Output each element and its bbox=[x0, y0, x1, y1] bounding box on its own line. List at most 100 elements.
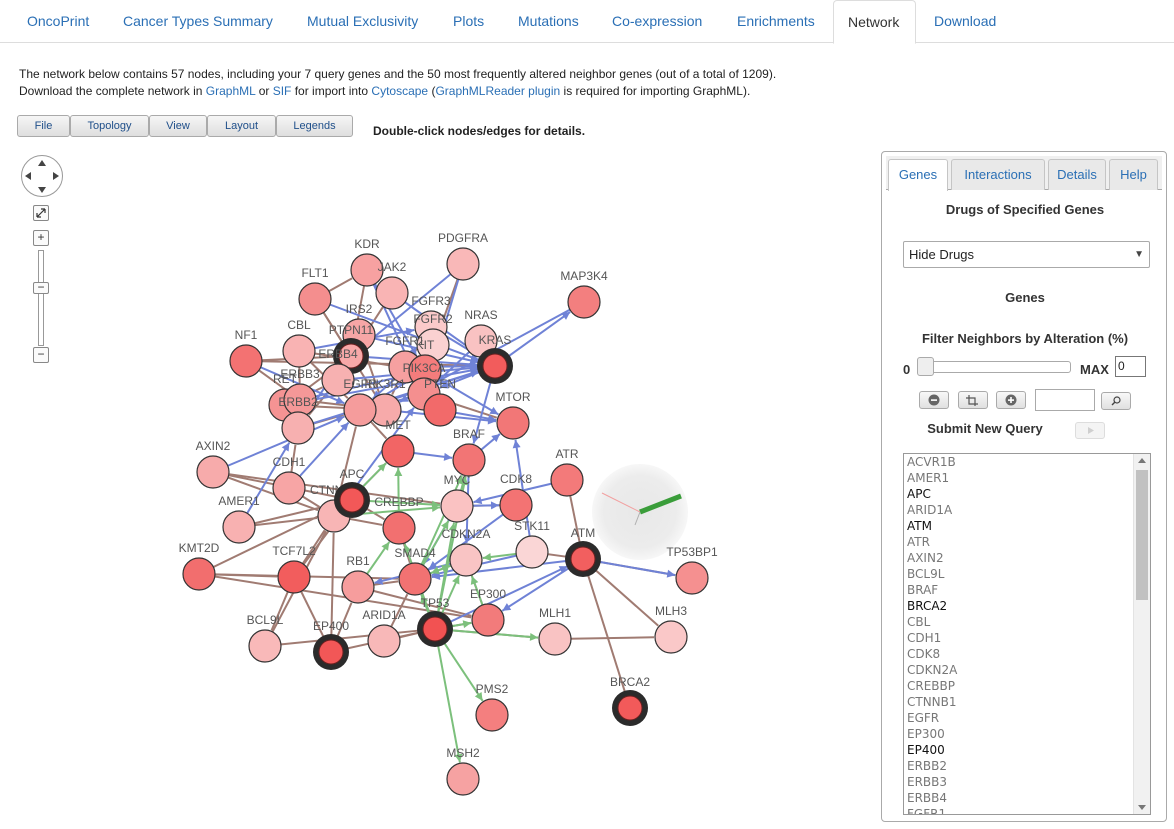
gene-node-circle[interactable] bbox=[282, 334, 316, 368]
gene-node-pik3r1[interactable]: PIK3R1 bbox=[364, 377, 406, 427]
crop-button[interactable] bbox=[958, 391, 988, 409]
gene-search-input[interactable] bbox=[1035, 389, 1095, 411]
state-change-edge[interactable] bbox=[431, 558, 584, 578]
gene-node-kras[interactable]: KRAS bbox=[477, 333, 513, 384]
gene-node-brca2[interactable]: BRCA2 bbox=[610, 675, 650, 726]
gene-node-jak2[interactable]: JAK2 bbox=[375, 260, 409, 310]
gene-node-bcl9l[interactable]: BCL9L bbox=[247, 613, 284, 663]
graphmlreader-plugin-link[interactable]: GraphMLReader plugin bbox=[435, 84, 561, 98]
expression-edge[interactable] bbox=[434, 628, 461, 763]
tab-interactions[interactable]: Interactions bbox=[951, 159, 1045, 190]
zoom-out-button[interactable]: − bbox=[33, 347, 49, 363]
gene-list[interactable]: ACVR1B AMER1 APC ARID1A ATM ATR AXIN2 BCL9L BRAF… bbox=[903, 453, 1151, 815]
gene-node-circle[interactable] bbox=[475, 698, 509, 732]
pan-down-icon[interactable] bbox=[38, 187, 46, 193]
gene-node-circle[interactable] bbox=[446, 762, 480, 796]
gene-list-item[interactable]: ERBB2 bbox=[907, 759, 948, 773]
gene-node-circle[interactable] bbox=[567, 285, 601, 319]
gene-node-nf1[interactable]: NF1 bbox=[229, 328, 263, 378]
gene-node-kdr[interactable]: KDR bbox=[350, 237, 384, 287]
gene-node-ep300[interactable]: EP300 bbox=[470, 587, 506, 637]
gene-node-mtor[interactable]: MTOR bbox=[495, 390, 531, 440]
gene-list-item[interactable]: CDH1 bbox=[907, 631, 942, 645]
gene-node-myc[interactable]: MYC bbox=[440, 473, 474, 523]
gene-node-atr[interactable]: ATR bbox=[550, 447, 584, 497]
gene-node-circle[interactable] bbox=[654, 620, 688, 654]
gene-node-circle[interactable] bbox=[277, 560, 311, 594]
interaction-edge[interactable] bbox=[198, 506, 338, 575]
gene-node-amer1[interactable]: AMER1 bbox=[218, 494, 260, 544]
zoom-slider[interactable] bbox=[38, 250, 44, 346]
gene-node-circle[interactable] bbox=[229, 344, 263, 378]
pan-control[interactable] bbox=[21, 155, 63, 197]
tab-download[interactable]: Download bbox=[934, 13, 997, 29]
pan-left-icon[interactable] bbox=[25, 172, 31, 180]
state-change-edge[interactable] bbox=[212, 415, 345, 473]
gene-list-item[interactable]: EP300 bbox=[907, 727, 945, 741]
gene-list-item[interactable]: ACVR1B bbox=[907, 455, 956, 469]
gene-node-circle[interactable] bbox=[471, 603, 505, 637]
interaction-edge[interactable] bbox=[212, 471, 319, 512]
gene-node-cdk8[interactable]: CDK8 bbox=[499, 472, 533, 522]
gene-list-item[interactable]: CDK8 bbox=[907, 647, 941, 661]
gene-node-circle[interactable] bbox=[321, 363, 355, 397]
gene-node-circle[interactable] bbox=[496, 406, 530, 440]
search-button[interactable] bbox=[1101, 392, 1131, 410]
gene-node-circle[interactable] bbox=[617, 695, 643, 721]
gene-node-circle[interactable] bbox=[381, 434, 415, 468]
submit-query-button[interactable] bbox=[1075, 422, 1105, 439]
interaction-edge[interactable] bbox=[357, 586, 472, 617]
gene-node-mlh1[interactable]: MLH1 bbox=[538, 606, 572, 656]
pan-up-icon[interactable] bbox=[38, 160, 46, 166]
gene-node-circle[interactable] bbox=[375, 276, 409, 310]
gene-node-erbb4[interactable]: ERBB4 bbox=[318, 347, 358, 397]
gene-node-flt1[interactable]: FLT1 bbox=[298, 266, 332, 316]
gene-node-erbb3[interactable]: ERBB3 bbox=[280, 367, 320, 417]
max-alteration-input[interactable]: 0 bbox=[1115, 356, 1146, 377]
gene-list-item[interactable]: ERBB3 bbox=[907, 775, 948, 789]
tab-network[interactable]: Network bbox=[833, 0, 916, 44]
gene-node-pik3ca[interactable]: PIK3CA bbox=[403, 361, 446, 411]
gene-list-item[interactable]: AXIN2 bbox=[907, 551, 944, 565]
gene-list-item[interactable]: ATR bbox=[907, 535, 930, 549]
gene-node-cbl[interactable]: CBL bbox=[282, 318, 316, 368]
gene-node-circle[interactable] bbox=[449, 543, 483, 577]
alteration-slider-handle[interactable] bbox=[917, 357, 934, 376]
gene-node-smad4[interactable]: SMAD4 bbox=[394, 546, 436, 596]
gene-node-circle[interactable] bbox=[452, 443, 486, 477]
gene-node-pms2[interactable]: PMS2 bbox=[475, 682, 509, 732]
gene-node-circle[interactable] bbox=[298, 282, 332, 316]
fit-view-button[interactable] bbox=[33, 205, 49, 221]
gene-node-tcf7l2[interactable]: TCF7L2 bbox=[272, 544, 316, 594]
zoom-slider-handle[interactable]: − bbox=[33, 281, 49, 294]
gene-node-mlh3[interactable]: MLH3 bbox=[654, 604, 688, 654]
gene-list-item[interactable]: ARID1A bbox=[907, 503, 953, 517]
gene-node-circle[interactable] bbox=[675, 561, 709, 595]
gene-node-cdkn2a[interactable]: CDKN2A bbox=[442, 527, 491, 577]
layout-menu-button[interactable]: Layout bbox=[207, 115, 276, 137]
gene-node-map3k4[interactable]: MAP3K4 bbox=[560, 269, 608, 319]
add-selected-button[interactable] bbox=[996, 391, 1026, 409]
cytoscape-link[interactable]: Cytoscape bbox=[371, 84, 429, 98]
gene-node-circle[interactable] bbox=[343, 393, 377, 427]
gene-node-circle[interactable] bbox=[499, 488, 533, 522]
gene-node-met[interactable]: MET bbox=[381, 418, 415, 468]
gene-list-item[interactable]: FGFR1 bbox=[907, 807, 947, 815]
gene-node-circle[interactable] bbox=[515, 535, 549, 569]
gene-list-item[interactable]: ERBB4 bbox=[907, 791, 948, 805]
gene-node-cdh1[interactable]: CDH1 bbox=[272, 455, 306, 505]
gene-node-circle[interactable] bbox=[382, 511, 416, 545]
sif-link[interactable]: SIF bbox=[272, 84, 292, 98]
scrollbar-thumb[interactable] bbox=[1136, 470, 1148, 600]
gene-list-item[interactable]: CDKN2A bbox=[907, 663, 958, 677]
gene-node-circle[interactable] bbox=[182, 557, 216, 591]
tab-plots[interactable]: Plots bbox=[453, 13, 485, 29]
graphml-link[interactable]: GraphML bbox=[205, 84, 256, 98]
state-change-edge[interactable] bbox=[363, 263, 464, 346]
tab-oncoprint[interactable]: OncoPrint bbox=[27, 13, 90, 29]
gene-node-apc[interactable]: APC bbox=[334, 467, 370, 518]
gene-node-circle[interactable] bbox=[339, 487, 365, 513]
network-graph[interactable]: KDR PDGFRA JAK2 FLT1 MAP3K4 IRS2 FGFR3 FGFR2 NRA… bbox=[160, 220, 720, 800]
gene-node-circle[interactable] bbox=[281, 411, 315, 445]
scroll-down-icon[interactable] bbox=[1138, 805, 1146, 810]
